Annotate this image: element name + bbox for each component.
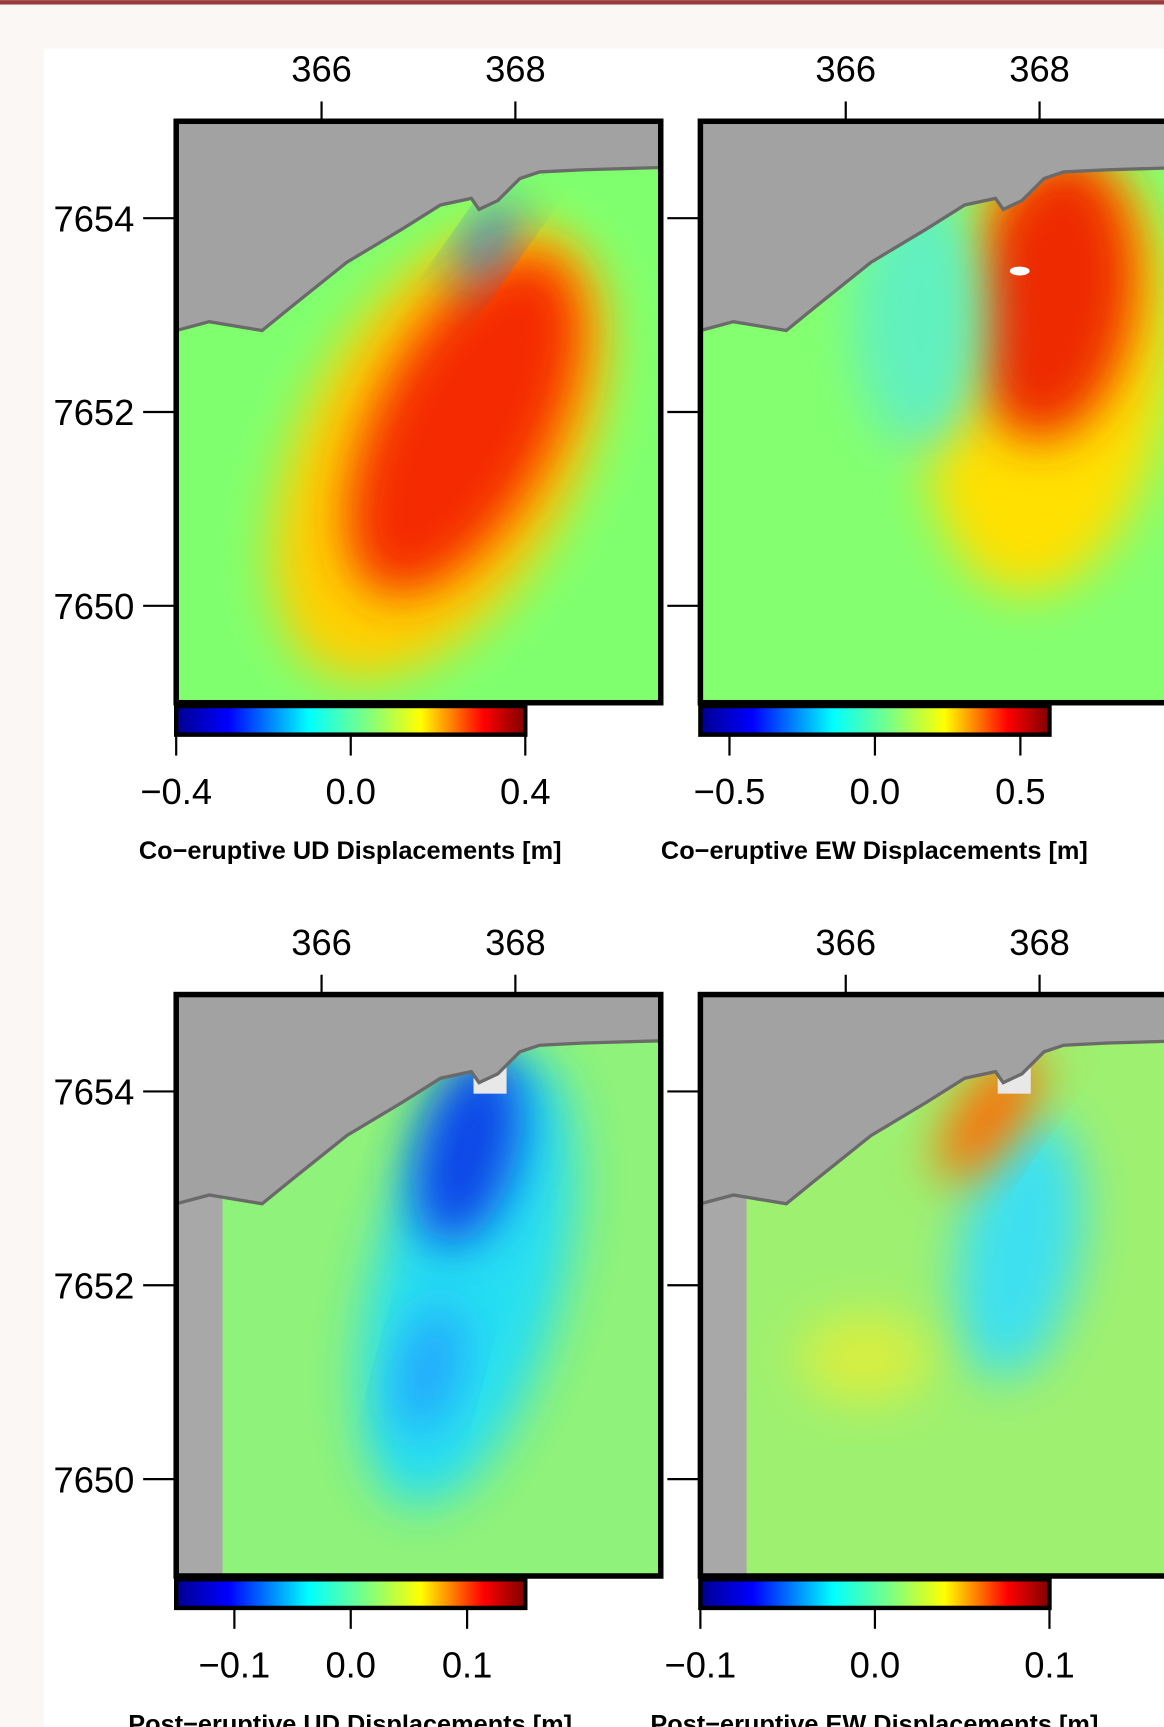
displacement-field bbox=[968, 155, 1137, 440]
panel-title: Co−eruptive UD Displacements [m] bbox=[139, 837, 562, 865]
x-tick-label: 368 bbox=[485, 49, 546, 90]
y-tick-label: 7652 bbox=[54, 1265, 135, 1306]
y-tick-label: 7652 bbox=[54, 392, 135, 433]
colorbar-tick-label: −0.1 bbox=[199, 1644, 271, 1685]
displacement-field bbox=[454, 202, 519, 287]
panel-title: Post−eruptive UD Displacements [m] bbox=[128, 1710, 572, 1727]
x-tick-label: 366 bbox=[291, 922, 352, 963]
colorbar bbox=[698, 1577, 1052, 1611]
map bbox=[176, 121, 661, 703]
no-data bbox=[1009, 266, 1030, 276]
displacement-field bbox=[413, 1052, 523, 1246]
colorbar-tick-label: 0.4 bbox=[500, 771, 551, 812]
x-tick-label: 366 bbox=[291, 49, 352, 90]
colorbar-tick-label: 0.0 bbox=[850, 1644, 901, 1685]
map bbox=[700, 121, 1164, 703]
colorbar-tick-label: 0.5 bbox=[995, 771, 1046, 812]
land bbox=[700, 994, 1164, 1206]
x-tick-label: 368 bbox=[485, 922, 546, 963]
panel-title: Post−eruptive EW Displacements [m] bbox=[650, 1710, 1098, 1727]
x-tick-label: 366 bbox=[815, 922, 876, 963]
x-tick-label: 366 bbox=[815, 49, 876, 90]
x-tick-label: 368 bbox=[1009, 49, 1070, 90]
displacement-field bbox=[347, 253, 583, 595]
colorbar-tick-label: 0.0 bbox=[325, 771, 376, 812]
land-strip bbox=[176, 1192, 223, 1576]
displacement-field bbox=[955, 1117, 1084, 1379]
land bbox=[176, 121, 661, 333]
x-tick-label: 368 bbox=[1009, 922, 1070, 963]
land bbox=[700, 121, 1164, 333]
y-tick-label: 7650 bbox=[54, 586, 135, 627]
land bbox=[176, 994, 661, 1206]
colorbar bbox=[173, 1577, 528, 1611]
panel-title: Co−eruptive EW Displacements [m] bbox=[661, 837, 1088, 865]
y-tick-label: 7654 bbox=[54, 198, 135, 239]
colorbar bbox=[698, 703, 1052, 737]
colorbar-tick-label: −0.5 bbox=[694, 771, 766, 812]
map bbox=[176, 994, 661, 1576]
y-tick-label: 7654 bbox=[54, 1072, 135, 1113]
map bbox=[700, 994, 1164, 1576]
y-tick-label: 7650 bbox=[54, 1459, 135, 1500]
colorbar-tick-label: 0.0 bbox=[850, 771, 901, 812]
colorbar-tick-label: 0.1 bbox=[442, 1644, 493, 1685]
colorbar-tick-label: −0.4 bbox=[140, 771, 212, 812]
colorbar-tick-label: 0.1 bbox=[1024, 1644, 1075, 1685]
colorbar-tick-label: 0.0 bbox=[325, 1644, 376, 1685]
displacement-field bbox=[799, 1313, 932, 1403]
displacement-field bbox=[397, 1304, 462, 1434]
top-border bbox=[0, 0, 1164, 5]
colorbar-tick-label: −0.1 bbox=[665, 1644, 737, 1685]
colorbar bbox=[173, 703, 528, 737]
land-strip bbox=[700, 1192, 747, 1576]
